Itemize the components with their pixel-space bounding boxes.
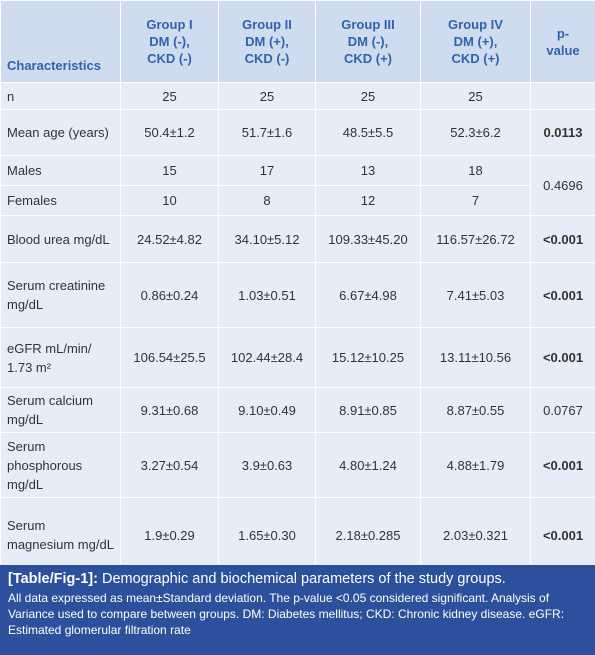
row-label: Males (0, 155, 121, 186)
caption: [Table/Fig-1]: Demographic and biochemic… (0, 565, 595, 655)
cell: 116.57±26.72 (420, 215, 531, 263)
row-label: Mean age (years) (0, 109, 121, 156)
caption-title: [Table/Fig-1]: Demographic and biochemic… (8, 570, 587, 588)
p-value: <0.001 (530, 432, 595, 498)
data-table: Characteristics Group I DM (-), CKD (-) Gr… (0, 0, 595, 573)
cell: 10 (120, 185, 219, 216)
cell: 25 (420, 82, 531, 110)
cell: 13 (315, 155, 421, 186)
cell: 102.44±28.4 (218, 327, 316, 388)
table-row: Serum creatinine mg/dL 0.86±0.24 1.03±0.51… (0, 262, 595, 328)
p-value: 0.0767 (530, 387, 595, 433)
cell: 8 (218, 185, 316, 216)
header-cell: p- value (530, 0, 595, 83)
row-label: Serum magnesium mg/dL (0, 497, 121, 573)
cell: 4.80±1.24 (315, 432, 421, 498)
table-row: eGFR mL/min/ 1.73 m² 106.54±25.5 102.44±28… (0, 327, 595, 388)
row-label: Blood urea mg/dL (0, 215, 121, 263)
row-label: Serum phosphorous mg/dL (0, 432, 121, 498)
cell: 52.3±6.2 (420, 109, 531, 156)
caption-text: Demographic and biochemical parameters o… (101, 571, 506, 587)
cell: 0.86±0.24 (120, 262, 219, 328)
row-label: n (0, 82, 121, 110)
table-row: n 25 25 25 25 (0, 82, 595, 110)
cell: 25 (315, 82, 421, 110)
cell: 7 (420, 185, 531, 216)
cell: 50.4±1.2 (120, 109, 219, 156)
p-value: <0.001 (530, 497, 595, 573)
table-row: Serum phosphorous mg/dL 3.27±0.54 3.9±0.63… (0, 432, 595, 498)
cell: 24.52±4.82 (120, 215, 219, 263)
cell: 3.9±0.63 (218, 432, 316, 498)
cell: 25 (120, 82, 219, 110)
caption-note: All data expressed as mean±Standard devi… (8, 591, 565, 637)
table-row: Serum calcium mg/dL 9.31±0.68 9.10±0.49 8.9… (0, 387, 595, 433)
cell: 106.54±25.5 (120, 327, 219, 388)
cell: 15 (120, 155, 219, 186)
cell: 25 (218, 82, 316, 110)
cell: 4.88±1.79 (420, 432, 531, 498)
cell: 12 (315, 185, 421, 216)
cell: 13.11±10.56 (420, 327, 531, 388)
cell: 8.87±0.55 (420, 387, 531, 433)
cell: 8.91±0.85 (315, 387, 421, 433)
header-cell: Group II DM (+), CKD (-) (218, 0, 316, 83)
cell: 2.18±0.285 (315, 497, 421, 573)
cell: 18 (420, 155, 531, 186)
p-value: <0.001 (530, 262, 595, 328)
cell: 7.41±5.03 (420, 262, 531, 328)
caption-label: [Table/Fig-1]: (8, 571, 98, 587)
row-label: Serum creatinine mg/dL (0, 262, 121, 328)
table-row: Serum magnesium mg/dL 1.9±0.29 1.65±0.30 2.… (0, 497, 595, 573)
cell: 34.10±5.12 (218, 215, 316, 263)
table-row: Females 10 8 12 7 (0, 185, 595, 216)
table-row: Blood urea mg/dL 24.52±4.82 34.10±5.12 109.… (0, 215, 595, 263)
empty-cell (530, 82, 595, 110)
row-label: Females (0, 185, 121, 216)
header-cell: Characteristics (0, 0, 121, 83)
p-value: <0.001 (530, 215, 595, 263)
p-value: 0.0113 (530, 109, 595, 156)
row-label: Serum calcium mg/dL (0, 387, 121, 433)
cell: 1.9±0.29 (120, 497, 219, 573)
cell: 9.31±0.68 (120, 387, 219, 433)
cell: 51.7±1.6 (218, 109, 316, 156)
table-body: n 25 25 25 25 Mean age (years) 50.4±1.2 51.7±1.… (0, 82, 595, 573)
p-value: <0.001 (530, 327, 595, 388)
cell: 1.65±0.30 (218, 497, 316, 573)
header-cell: Group I DM (-), CKD (-) (120, 0, 219, 83)
p-value: 0.4696 (530, 155, 595, 216)
header-cell: Group IV DM (+), CKD (+) (420, 0, 531, 83)
table-row: Males 15 17 13 18 0.4696 (0, 155, 595, 216)
header-row: Characteristics Group I DM (-), CKD (-) Gr… (0, 0, 595, 83)
header-cell: Group III DM (-), CKD (+) (315, 0, 421, 83)
cell: 17 (218, 155, 316, 186)
table-row: Mean age (years) 50.4±1.2 51.7±1.6 48.5±5.5… (0, 109, 595, 156)
cell: 48.5±5.5 (315, 109, 421, 156)
cell: 15.12±10.25 (315, 327, 421, 388)
cell: 2.03±0.321 (420, 497, 531, 573)
cell: 1.03±0.51 (218, 262, 316, 328)
cell: 9.10±0.49 (218, 387, 316, 433)
cell: 6.67±4.98 (315, 262, 421, 328)
cell: 3.27±0.54 (120, 432, 219, 498)
row-label: eGFR mL/min/ 1.73 m² (0, 327, 121, 388)
cell: 109.33±45.20 (315, 215, 421, 263)
